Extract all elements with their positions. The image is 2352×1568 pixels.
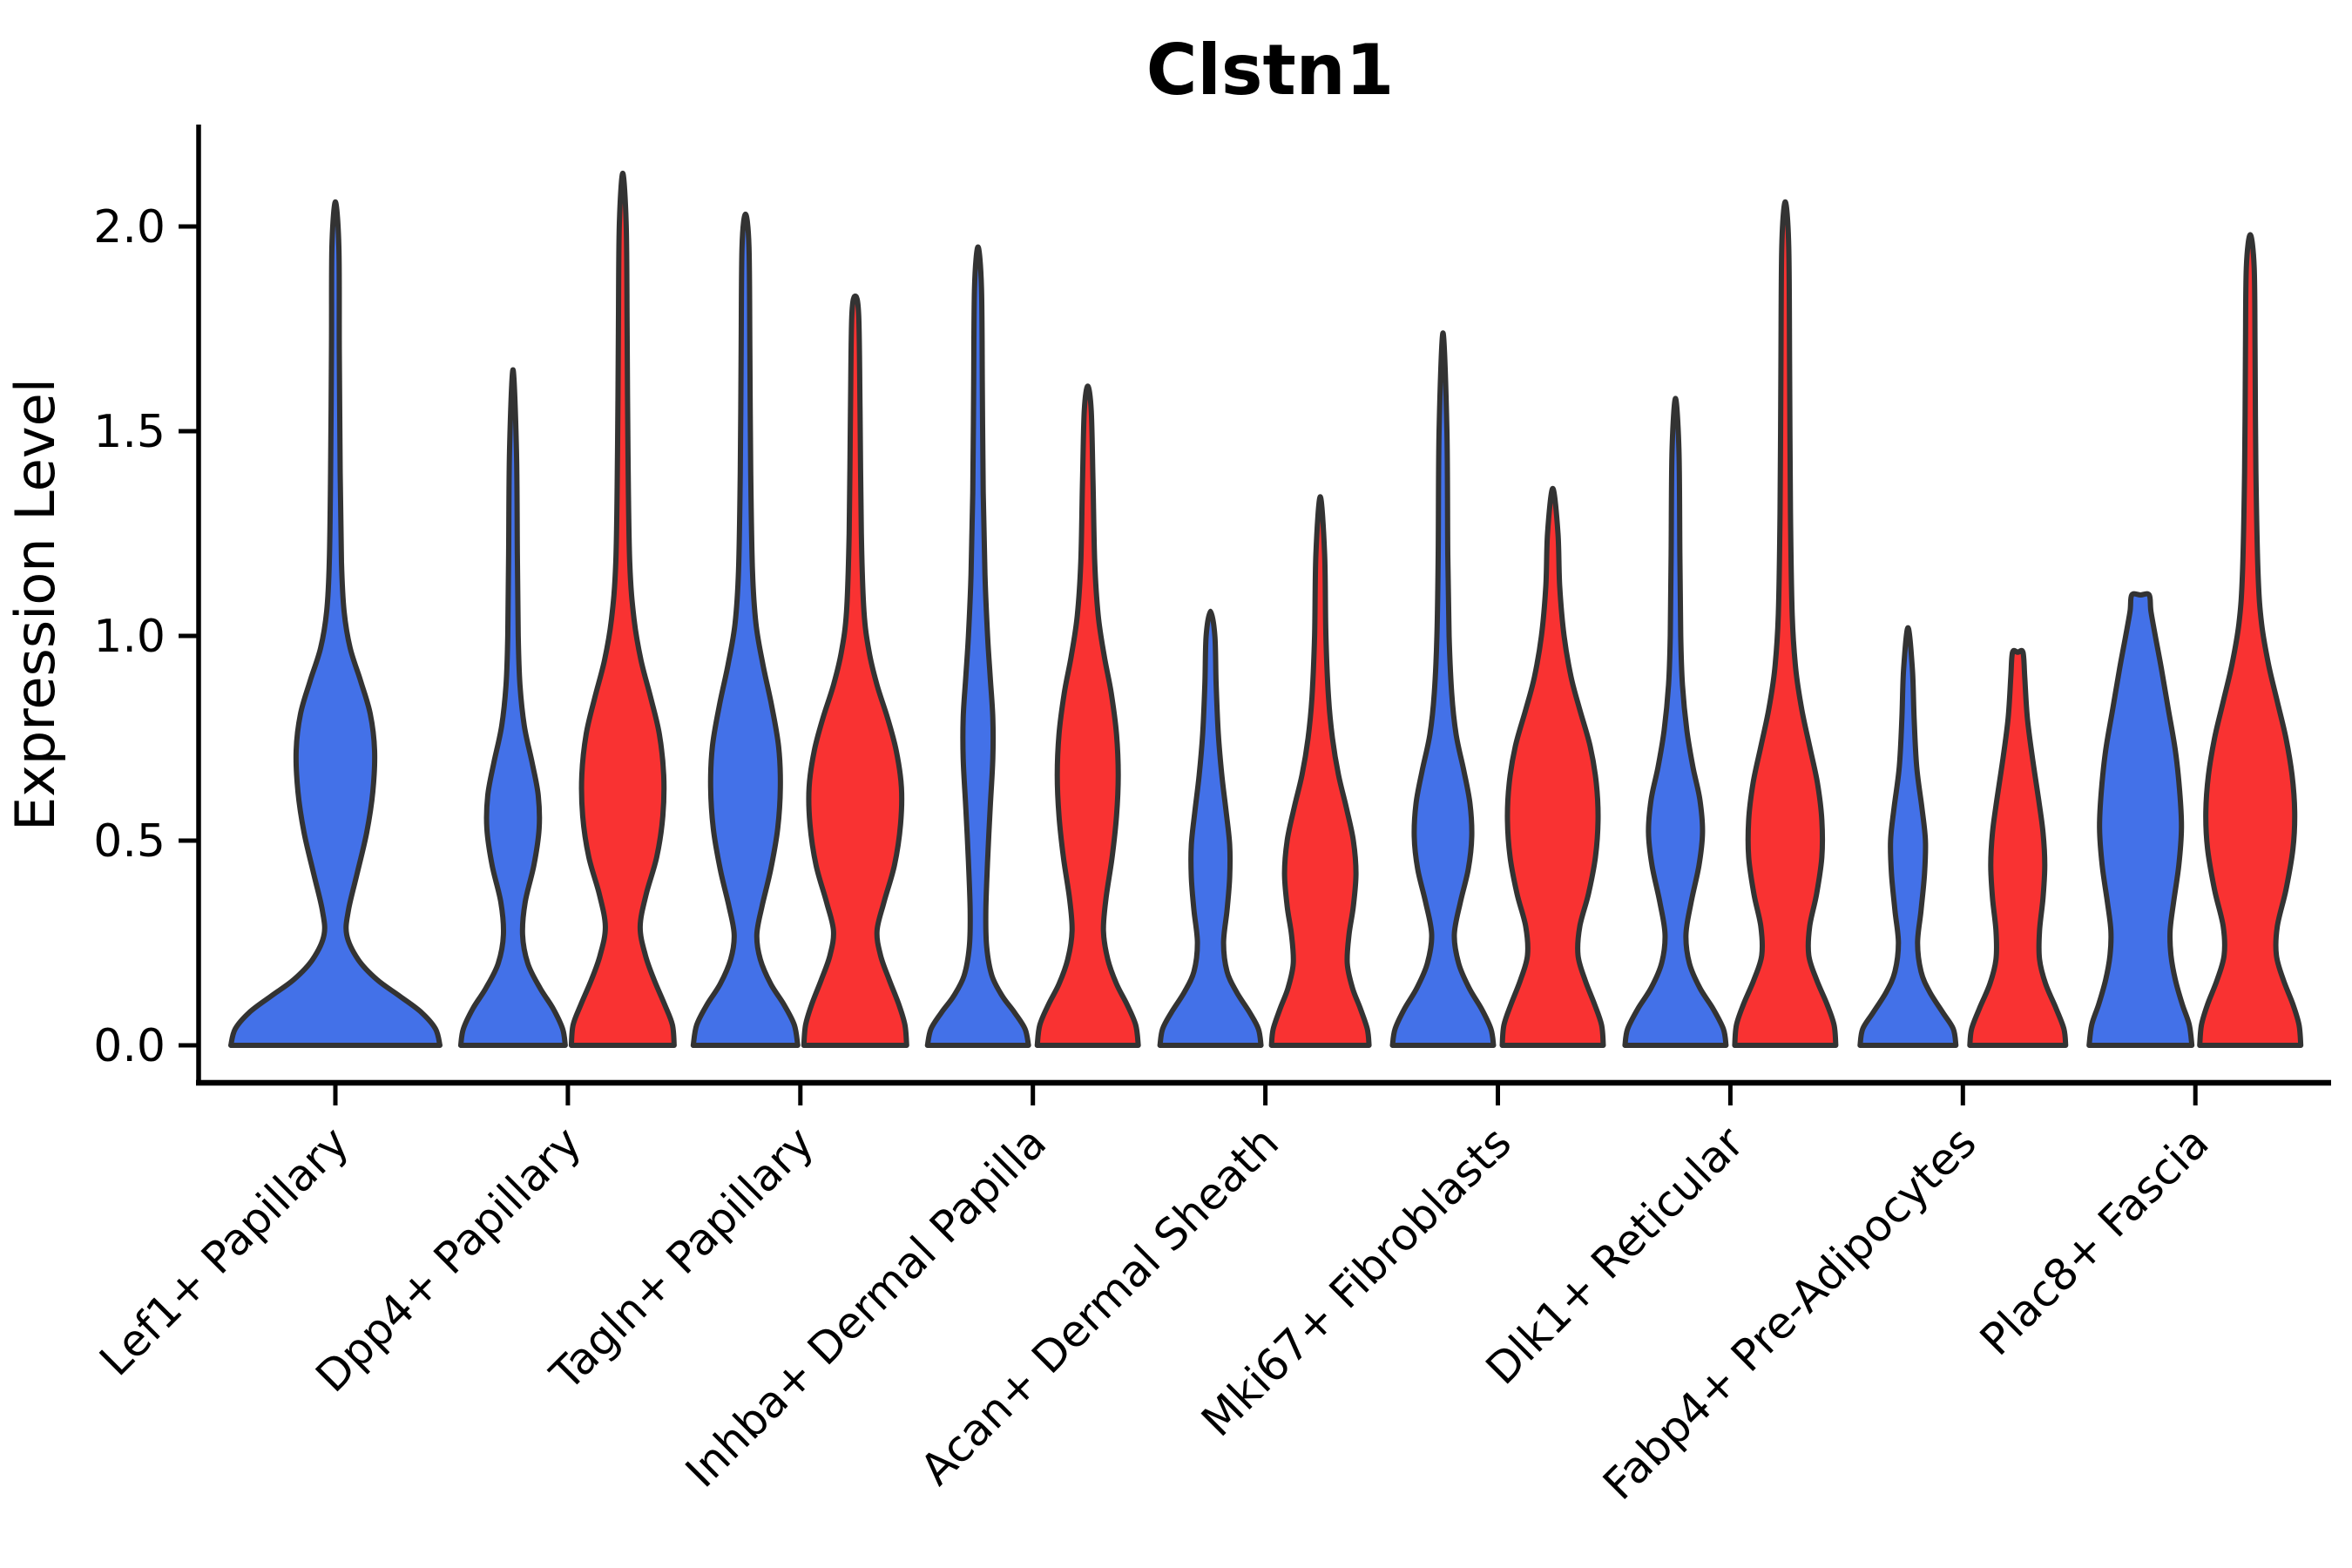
violin-red-6 — [1732, 199, 1839, 1048]
violin-red-2 — [801, 293, 909, 1048]
axis-layer — [179, 125, 2331, 1105]
violin-blue-1 — [457, 367, 568, 1048]
x-tick-label: Lef1+ Papillary — [90, 1117, 358, 1385]
violin-blue-8 — [2086, 591, 2195, 1048]
violin-red-8 — [2197, 232, 2304, 1048]
violin-red-1 — [568, 170, 677, 1048]
x-tick-label: Dlk1+ Reticular — [1477, 1117, 1754, 1394]
x-tick-label: Fabp4+ Pre-Adipocytes — [1593, 1117, 1986, 1510]
y-tick-label: 1.0 — [93, 611, 166, 663]
violin-blue-5 — [1389, 330, 1497, 1048]
y-axis-label: Expression Level — [3, 378, 67, 831]
violin-red-4 — [1268, 494, 1372, 1048]
y-tick-label: 1.5 — [93, 406, 166, 458]
violin-blue-7 — [1857, 625, 1959, 1048]
y-tick-label: 2.0 — [93, 201, 166, 253]
violin-blue-0 — [228, 199, 443, 1048]
violin-red-7 — [1967, 647, 2069, 1048]
violin-blue-2 — [690, 211, 801, 1048]
violin-blue-3 — [924, 244, 1031, 1048]
chart-title: Clstn1 — [1146, 30, 1395, 111]
violin-red-3 — [1034, 383, 1141, 1048]
violin-blue-6 — [1622, 395, 1729, 1048]
x-tick-label: Plac8+ Fascia — [1970, 1117, 2219, 1365]
violin-layer — [228, 170, 2304, 1048]
y-tick-label: 0.5 — [93, 815, 166, 868]
y-tick-label: 0.0 — [93, 1020, 166, 1072]
violin-blue-4 — [1157, 608, 1264, 1048]
violin-red-5 — [1499, 485, 1606, 1048]
